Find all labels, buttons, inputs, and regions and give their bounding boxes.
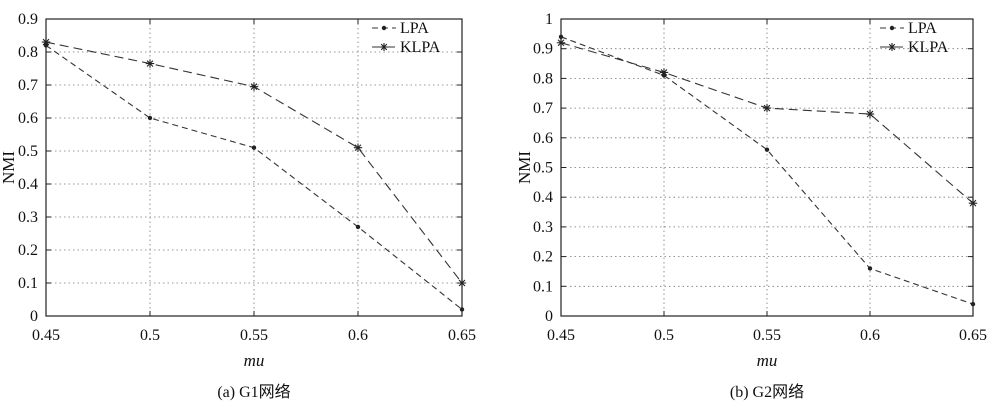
- x-tick-label: 0.65: [959, 327, 987, 344]
- data-point-lpa: [251, 145, 257, 150]
- y-tick-label: 0.2: [533, 249, 553, 266]
- legend-label-klpa: KLPA: [908, 39, 949, 56]
- data-point-klpa: [762, 103, 772, 113]
- y-tick-label: 0.3: [18, 209, 38, 226]
- y-tick-label: 0.4: [533, 189, 553, 206]
- data-point-lpa: [355, 224, 361, 230]
- legend-marker: [889, 25, 895, 31]
- x-tick-label: 0.5: [654, 327, 674, 344]
- data-point-klpa: [41, 37, 51, 47]
- data-point-klpa: [659, 68, 669, 77]
- data-point-lpa: [867, 266, 873, 271]
- x-tick-label: 0.6: [348, 327, 368, 344]
- y-tick-label: 0.9: [533, 41, 553, 58]
- y-tick-label: 0.2: [18, 242, 38, 259]
- x-axis-label: mu: [757, 351, 778, 370]
- x-tick-label: 0.5: [140, 327, 160, 344]
- legend: LPA KLPA: [372, 20, 441, 56]
- y-tick-label: 0.4: [18, 176, 38, 193]
- y-tick-label: 0.3: [533, 219, 553, 236]
- y-tick-label: 0.6: [533, 130, 553, 147]
- x-tick-label: 0.55: [753, 327, 781, 344]
- data-point-klpa: [145, 59, 155, 68]
- legend-label-lpa: LPA: [400, 20, 429, 37]
- y-tick-label: 0.1: [18, 275, 38, 292]
- y-tick-label: 1: [545, 11, 553, 28]
- chart-panel-2: 0 0.1 0.2 0.3 0.4 0.5 0.6 0.7 0.8 0.9 1 0.45 0.5 0.55…: [515, 11, 987, 401]
- chart-panel-1: 0 0.1 0.2 0.3 0.4 0.5 0.6 0.7 0.8 0.9 0.45 0.5 0.55 0…: [0, 11, 476, 401]
- y-tick-label: 0.7: [533, 100, 553, 117]
- x-tick-label: 0.6: [860, 327, 880, 344]
- y-tick-label: 0.5: [533, 160, 553, 177]
- y-tick-label: 0.5: [18, 143, 38, 160]
- data-point-klpa: [353, 143, 363, 152]
- legend-label-klpa: KLPA: [400, 39, 441, 56]
- y-tick-label: 0: [30, 308, 38, 325]
- legend-marker: [381, 25, 387, 31]
- x-tick-label: 0.45: [547, 327, 575, 344]
- data-point-klpa: [556, 38, 566, 47]
- data-point-lpa: [970, 301, 976, 307]
- legend-marker: [888, 43, 896, 51]
- y-tick-label: 0.6: [18, 110, 38, 127]
- x-tick-label: 0.45: [32, 327, 60, 344]
- y-axis-label: NMI: [0, 151, 18, 184]
- y-axis-label: NMI: [515, 151, 534, 184]
- data-point-klpa: [865, 109, 875, 119]
- x-tick-label: 0.55: [240, 327, 268, 344]
- data-point-klpa: [457, 278, 467, 288]
- data-point-klpa: [968, 198, 978, 208]
- y-tick-label: 0.8: [533, 70, 553, 87]
- data-point-lpa: [147, 115, 153, 121]
- legend-marker: [380, 43, 388, 51]
- figure-caption: (b) G2网络: [730, 382, 804, 401]
- legend: LPA KLPA: [880, 20, 949, 56]
- y-tick-label: 0.7: [18, 77, 38, 94]
- y-tick-label: 0.1: [533, 278, 553, 295]
- data-point-klpa: [249, 82, 259, 91]
- plot-frame: [560, 18, 974, 317]
- legend-label-lpa: LPA: [908, 20, 937, 37]
- y-tick-label: 0.8: [18, 44, 38, 61]
- series-line-lpa: [560, 36, 974, 305]
- data-point-lpa: [764, 147, 770, 152]
- data-point-lpa: [459, 307, 465, 312]
- data-point-lpa: [558, 34, 564, 40]
- plot-frame: [45, 18, 463, 317]
- y-tick-label: 0.9: [18, 11, 38, 28]
- figure-caption: (a) G1网络: [217, 382, 290, 401]
- x-axis-label: mu: [244, 351, 265, 370]
- x-tick-label: 0.65: [448, 327, 476, 344]
- y-tick-label: 0: [545, 308, 553, 325]
